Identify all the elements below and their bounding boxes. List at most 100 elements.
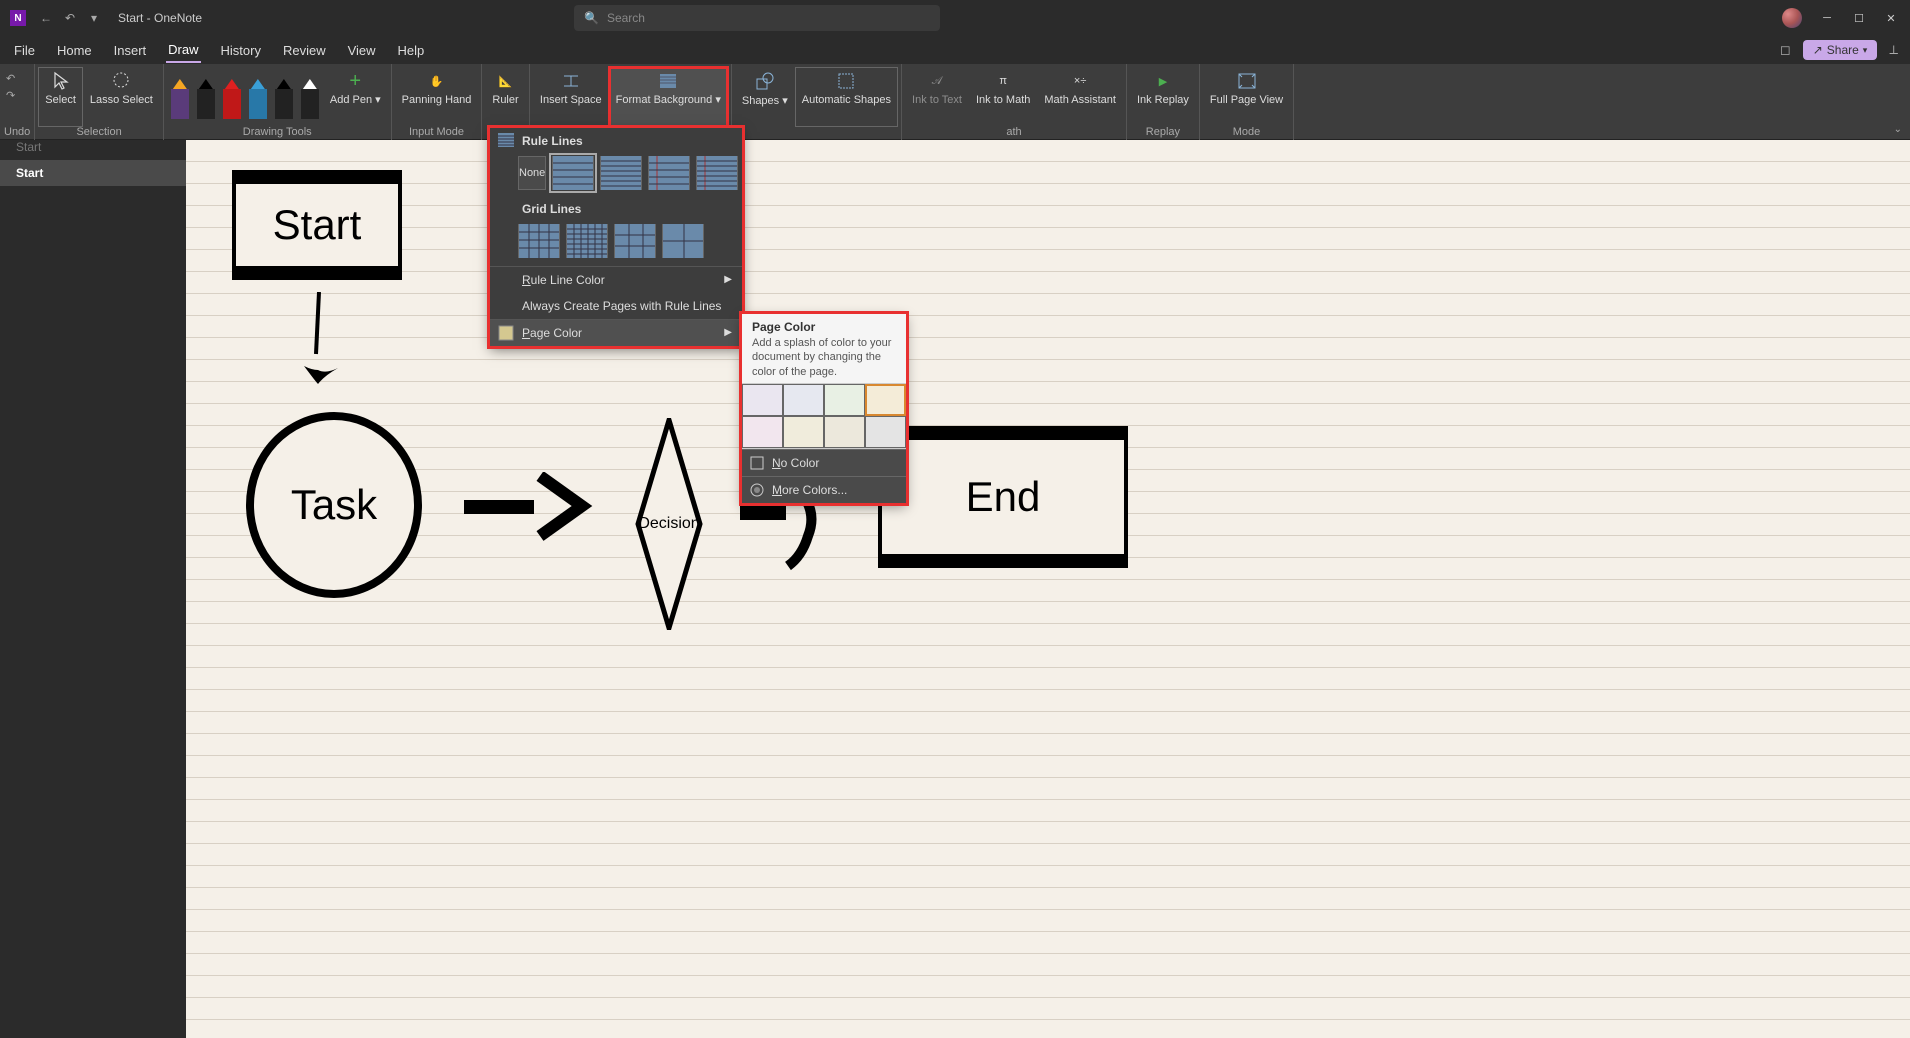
redo-icon[interactable]: ↷ — [6, 89, 15, 102]
user-avatar[interactable] — [1782, 8, 1802, 28]
page-item-1[interactable]: Start — [0, 160, 186, 186]
format-background-dropdown: Rule Lines None Grid Lines Rule Line Col… — [490, 128, 742, 346]
shapes-button[interactable]: Shapes ▾ — [736, 68, 794, 126]
qat-dropdown[interactable]: ▾ — [82, 11, 106, 25]
cursor-icon — [50, 70, 72, 92]
grid-style-3[interactable] — [614, 224, 656, 258]
maximize-button[interactable]: ☐ — [1852, 11, 1866, 25]
ink-to-math-button[interactable]: π Ink to Math — [970, 68, 1036, 126]
tab-view[interactable]: View — [346, 39, 378, 62]
tab-draw[interactable]: Draw — [166, 38, 200, 63]
close-button[interactable]: ✕ — [1884, 11, 1898, 25]
rule-style-1[interactable] — [552, 156, 594, 190]
page-color-6[interactable] — [824, 416, 865, 448]
fullpage-label: Full Page View — [1210, 94, 1283, 106]
ink-to-text-button[interactable]: 𝒜 Ink to Text — [906, 68, 968, 126]
tab-file[interactable]: File — [12, 39, 37, 62]
pen-3[interactable] — [222, 75, 242, 119]
panning-hand-button[interactable]: ✋ Panning Hand — [396, 68, 478, 126]
grid-style-2[interactable] — [566, 224, 608, 258]
pen-5[interactable] — [274, 75, 294, 119]
format-bg-icon — [657, 70, 679, 92]
rule-style-2[interactable] — [600, 156, 642, 190]
ruler-button[interactable]: 📐 Ruler — [486, 68, 524, 126]
select-button[interactable]: Select — [39, 68, 82, 126]
ribbon-group-input: ✋ Panning Hand Input Mode — [392, 64, 483, 140]
undo-title-button[interactable]: ↶ — [58, 11, 82, 25]
start-label: Start — [273, 201, 362, 249]
page-color-1[interactable] — [783, 384, 824, 416]
share-button[interactable]: ↗ Share ▾ — [1803, 40, 1878, 60]
pen-6[interactable] — [300, 75, 320, 119]
ruled-background — [186, 140, 1910, 1038]
ink-text-icon: 𝒜 — [926, 70, 948, 92]
plus-icon: + — [344, 70, 366, 92]
page-color-4[interactable] — [742, 416, 783, 448]
rule-lines-icon — [498, 133, 514, 147]
ribbon-group-ink: 𝒜 Ink to Text π Ink to Math ×÷ Math Assi… — [902, 64, 1127, 140]
minimize-button[interactable]: ─ — [1820, 11, 1834, 25]
grid-style-4[interactable] — [662, 224, 704, 258]
no-color-item[interactable]: No Color — [742, 449, 906, 476]
more-colors-item[interactable]: More Colors... — [742, 476, 906, 503]
arrow-down — [294, 292, 344, 392]
always-create-item[interactable]: Always Create Pages with Rule Lines — [490, 293, 742, 319]
tab-help[interactable]: Help — [396, 39, 427, 62]
lasso-select-button[interactable]: Lasso Select — [84, 68, 159, 126]
flowchart-end-box[interactable]: End — [878, 426, 1128, 568]
pen-2[interactable] — [196, 75, 216, 119]
panning-label: Panning Hand — [402, 94, 472, 106]
ribbon-label-undo: Undo — [4, 126, 30, 140]
ink-replay-label: Ink Replay — [1137, 94, 1189, 106]
format-background-button[interactable]: Format Background ▾ — [610, 68, 727, 126]
tab-review[interactable]: Review — [281, 39, 328, 62]
search-icon: 🔍 — [584, 11, 599, 25]
math-assistant-button[interactable]: ×÷ Math Assistant — [1038, 68, 1122, 126]
flyout-title: Page Color — [752, 320, 896, 334]
ribbon-label-selection: Selection — [39, 126, 159, 140]
auto-shapes-button[interactable]: Automatic Shapes — [796, 68, 897, 126]
tab-history[interactable]: History — [219, 39, 263, 62]
add-pen-button[interactable]: + Add Pen ▾ — [324, 68, 387, 126]
search-box[interactable]: 🔍 Search — [574, 5, 940, 31]
flowchart-decision-diamond[interactable]: Decision — [634, 418, 704, 630]
rule-line-color-item[interactable]: Rule Line Color ▶ — [490, 266, 742, 293]
mode-icon[interactable]: ⟂ — [1889, 42, 1898, 58]
ink-replay-button[interactable]: ▶ Ink Replay — [1131, 68, 1195, 126]
reading-view-icon[interactable]: ◻ — [1780, 42, 1791, 58]
end-label: End — [966, 473, 1041, 521]
insert-space-button[interactable]: Insert Space — [534, 68, 608, 126]
page-color-3[interactable] — [865, 384, 906, 416]
back-button[interactable]: ← — [34, 11, 58, 25]
note-canvas[interactable]: Start Task Decision End — [186, 140, 1910, 1038]
pen-1[interactable] — [170, 75, 190, 119]
share-label: Share — [1827, 43, 1859, 57]
page-item-0[interactable]: Start — [0, 140, 186, 160]
flowchart-start-box[interactable]: Start — [232, 170, 402, 280]
rule-none[interactable]: None — [518, 156, 546, 190]
page-color-grid — [742, 383, 906, 449]
tab-insert[interactable]: Insert — [112, 39, 149, 62]
tab-home[interactable]: Home — [55, 39, 94, 62]
ruler-icon: 📐 — [495, 70, 517, 92]
flowchart-task-circle[interactable]: Task — [246, 412, 422, 598]
window-title: Start - OneNote — [118, 11, 202, 25]
pen-4[interactable] — [248, 75, 268, 119]
page-color-7[interactable] — [865, 416, 906, 448]
ribbon-collapse-icon[interactable]: ⌄ — [1894, 124, 1902, 135]
ribbon-group-shapes: Shapes ▾ Automatic Shapes — [732, 64, 902, 140]
page-color-5[interactable] — [783, 416, 824, 448]
hand-icon: ✋ — [426, 70, 448, 92]
page-color-2[interactable] — [824, 384, 865, 416]
ribbon-group-selection: Select Lasso Select Selection — [35, 64, 164, 140]
full-page-view-button[interactable]: Full Page View — [1204, 68, 1289, 126]
rule-lines-grid: None — [490, 152, 742, 198]
undo-icon[interactable]: ↶ — [6, 72, 15, 85]
insert-space-icon — [560, 70, 582, 92]
rule-style-3[interactable] — [648, 156, 690, 190]
page-color-item[interactable]: Page Color ▶ — [490, 319, 742, 346]
rule-style-4[interactable] — [696, 156, 738, 190]
grid-style-1[interactable] — [518, 224, 560, 258]
page-color-0[interactable] — [742, 384, 783, 416]
menu-bar: File Home Insert Draw History Review Vie… — [0, 36, 1910, 64]
